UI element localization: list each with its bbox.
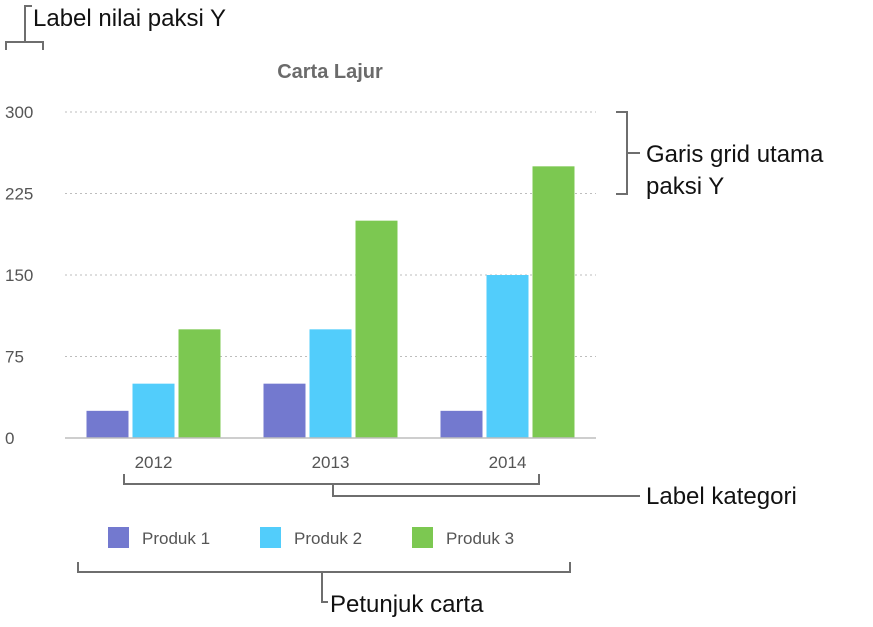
x-tick-label: 2014	[489, 453, 527, 472]
y-axis-tick-labels: 0 75 150 225 300	[5, 103, 33, 448]
y-tick-label: 75	[5, 348, 24, 367]
x-tick-label: 2012	[135, 453, 173, 472]
legend-entry-label: Produk 1	[142, 529, 210, 548]
y-tick-label: 300	[5, 103, 33, 122]
gridlines-bracket	[616, 111, 628, 195]
x-tick-label: 2013	[312, 453, 350, 472]
bar-2012-produk-2	[132, 383, 175, 438]
bar-2012-produk-1	[86, 410, 129, 438]
bar-2013-produk-3	[355, 220, 398, 438]
legend-entry-label: Produk 2	[294, 529, 362, 548]
bar-2014-produk-3	[532, 166, 575, 439]
category-label-bracket	[123, 474, 540, 485]
bar-2012-produk-3	[178, 329, 221, 438]
bar-2013-produk-1	[263, 383, 306, 438]
y-tick-label: 0	[5, 429, 14, 448]
bar-2014-produk-1	[440, 410, 483, 438]
legend-leader	[321, 572, 328, 603]
y-value-label-callout: Label nilai paksi Y	[33, 5, 226, 32]
legend-swatch	[260, 527, 281, 548]
bar-2014-produk-2	[486, 275, 529, 438]
y-tick-label: 225	[5, 185, 33, 204]
y-tick-label: 150	[5, 266, 33, 285]
bars	[86, 166, 575, 439]
x-axis-tick-labels: 2012 2013 2014	[135, 453, 527, 472]
legend-entry-label: Produk 3	[446, 529, 514, 548]
y-value-label-bracket	[5, 41, 44, 50]
category-label-leader	[332, 484, 640, 497]
chart-title: Carta Lajur	[277, 61, 383, 83]
legend-callout: Petunjuk carta	[330, 591, 484, 618]
bar-2013-produk-2	[309, 329, 352, 438]
gridlines-callout-line1: Garis grid utama	[646, 141, 824, 168]
gridlines-callout-line2: paksi Y	[646, 173, 724, 200]
legend-swatch	[108, 527, 129, 548]
legend-swatch	[412, 527, 433, 548]
legend: Produk 1 Produk 2 Produk 3	[108, 527, 514, 548]
y-value-label-leader	[24, 5, 32, 42]
category-label-callout: Label kategori	[646, 483, 797, 510]
legend-bracket	[77, 562, 571, 573]
